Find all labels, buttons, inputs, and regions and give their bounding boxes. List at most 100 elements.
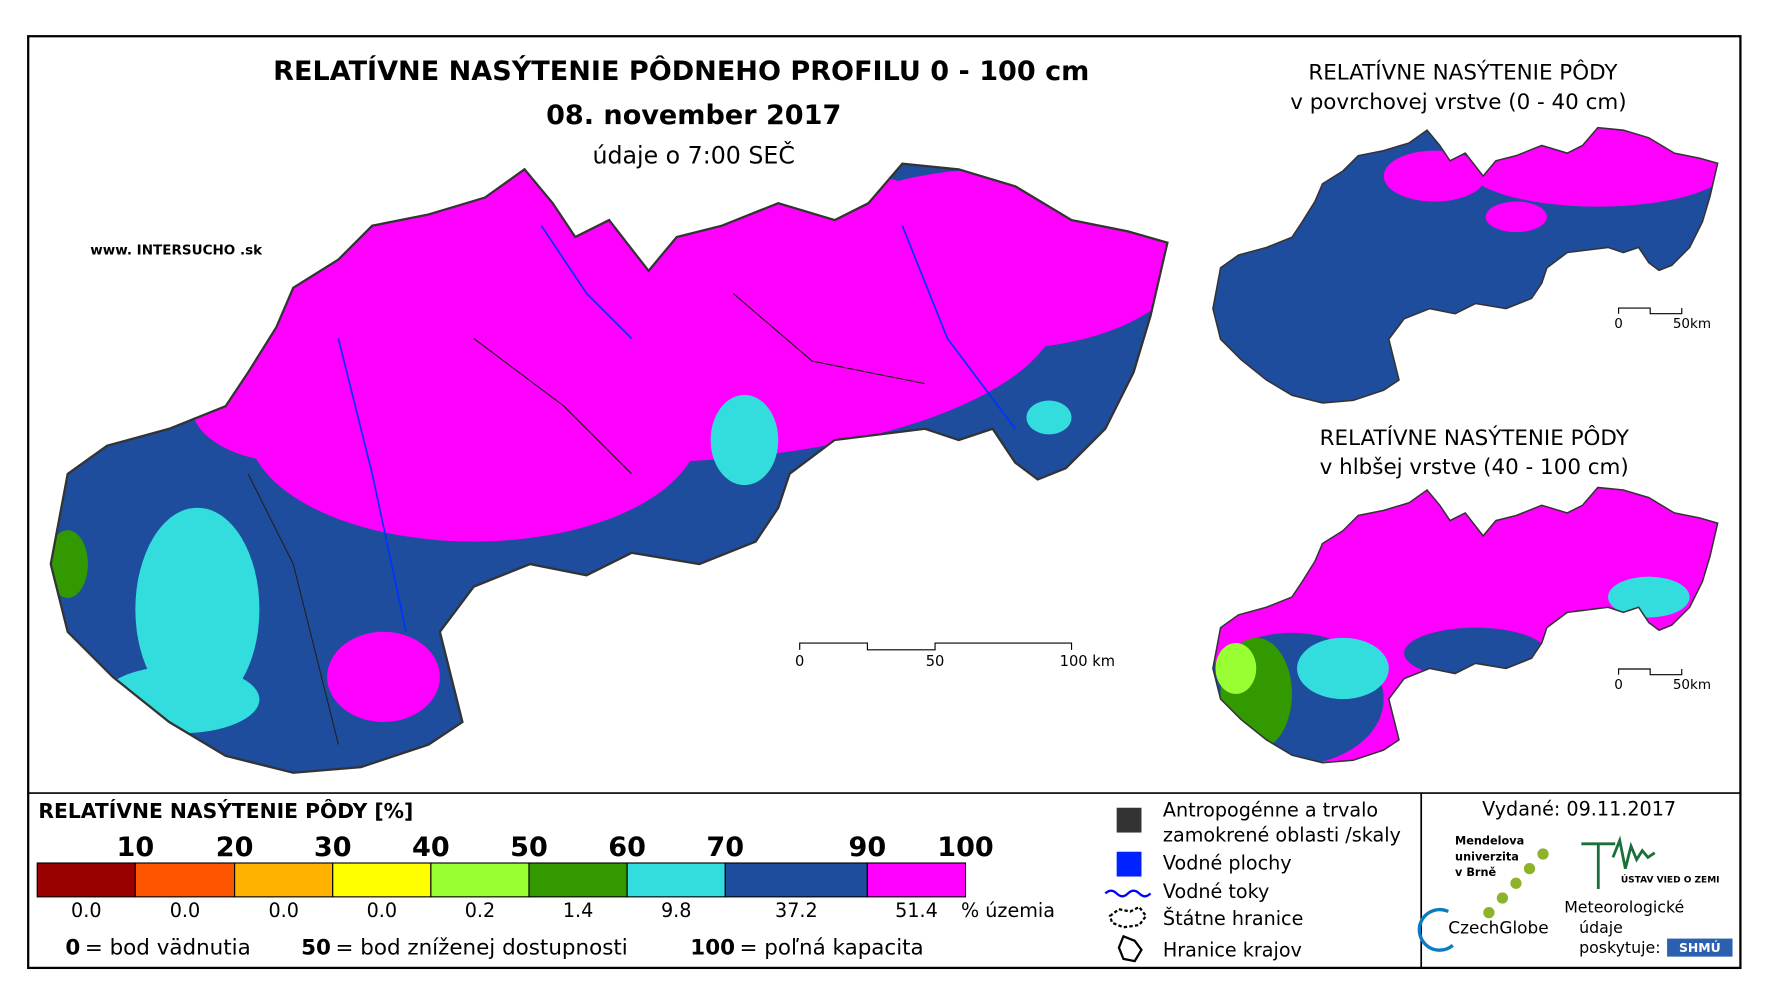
logo-dots-part [1483,906,1495,919]
logo-arc [1417,907,1454,952]
logo-text: CzechGlobe [1448,917,1548,937]
legend-share: 0.0 [71,899,101,922]
main-map-part-part [1026,400,1072,435]
inset-map-part-part [1383,150,1486,202]
inset-map-part-part [1485,201,1547,233]
note-text: = bod zníženej dostupnosti [335,936,627,961]
legend-share: 0.2 [465,899,495,922]
symbol-label: Hranice krajov [1163,938,1302,961]
legend-swatch [134,862,236,898]
logo-text: SHMÚ [1679,940,1721,955]
legend-share: 9.8 [661,899,691,922]
note-text: = bod vädnutia [85,936,251,961]
symbol-icons-part [1104,889,1152,898]
legend-threshold: 90 [849,832,887,863]
legend-swatch [430,862,530,898]
legend-note: 0 = bod vädnutia [65,936,250,961]
logo-text: Meteorologické [1564,898,1684,917]
legend-title: RELATÍVNE NASÝTENIE PÔDY [%] [38,798,413,823]
scale-label: 50km [1673,316,1711,332]
logo-text: Mendelova [1455,835,1524,848]
legend-swatch [332,862,432,898]
symbol-icons-part [1116,851,1142,877]
note-number: 100 [690,936,735,961]
title: RELATÍVNE NASÝTENIE PÔDNEHO PROFILU 0 - … [273,55,1089,87]
inset-map-part-part [1297,637,1389,700]
legend-threshold: 20 [216,832,254,863]
inset-scale-bar [1618,307,1683,676]
scale-label: 0 [1614,316,1623,332]
legend-threshold: 40 [412,832,450,863]
main-scale-bar-part [799,642,1073,651]
main-map-part [247,292,926,745]
scale-label: 0 [1614,677,1623,693]
issued-date: Vydané: 09.11.2017 [1482,797,1676,820]
legend-share: 37.2 [775,899,818,922]
main-map [49,162,1169,774]
legend-share: 51.4 [895,899,938,922]
inset-title: RELATÍVNE NASÝTENIE PÔDY [1320,425,1630,451]
logo-text: v Brně [1455,866,1496,879]
legend-threshold: 100 [937,832,994,863]
legend-threshold: 50 [510,832,548,863]
legend-swatch [724,862,868,898]
logo-dots [1483,848,1549,919]
legend-share: 0.0 [268,899,298,922]
logo-dots-part [1496,892,1509,904]
legend-notes: 0 = bod vädnutia 50 = bod zníženej dostupno… [65,936,923,961]
symbol-label: Štátne hranice [1163,906,1303,930]
symbol-icons-part [1117,934,1143,963]
legend-share: 0.0 [367,899,397,922]
symbol-label: Antropogénne a trvalo [1163,799,1378,822]
inset-scale-bar-part [1618,307,1683,315]
logo-box [1667,938,1733,957]
scale-label: 50 [926,653,945,670]
note-number: 50 [301,936,331,961]
website: www. INTERSUCHO .sk [90,243,263,259]
legend-threshold: 10 [117,832,155,863]
inset-subtitle: v hlbšej vrstve (40 - 100 cm) [1320,455,1629,480]
note-text: = poľná kapacita [740,936,924,961]
main-map-part-part [135,507,260,711]
inset-map-part-part [1608,576,1690,618]
main-map-part [337,225,1016,632]
logo-mark [1581,835,1656,889]
main-map-part-part [327,631,440,723]
inset-subtitle: v povrchovej vrstve (0 - 40 cm) [1290,90,1626,115]
symbol-label: Vodné toky [1163,880,1270,903]
symbol-label: Vodné plochy [1163,852,1292,875]
legend-swatch [626,862,726,898]
legend-share: 1.4 [563,899,593,922]
legend-threshold: 30 [314,832,352,863]
logo-dots-part [1537,848,1549,860]
legend-swatch [528,862,628,898]
symbol-label: zamokrené oblasti /skaly [1163,823,1401,846]
inset-scale-bar-part [1618,668,1683,676]
logo-text: univerzita [1455,850,1519,863]
legend-note: 50 = bod zníženej dostupnosti [301,936,628,961]
main-map-part [50,163,1168,773]
share-unit: % územia [961,899,1055,922]
symbol-icons [1104,807,1152,963]
logo-dots-part [1510,877,1522,889]
legend-swatch [866,862,967,898]
legend-threshold: 70 [706,832,744,863]
legend-threshold: 60 [608,832,646,863]
inset-map-part-part [1215,642,1257,694]
inset-title: RELATÍVNE NASÝTENIE PÔDY [1308,59,1618,85]
legend-note: 100 = poľná kapacita [690,936,923,961]
note-number: 0 [65,936,80,961]
scale-label: 0 [795,653,804,670]
time-note: údaje o 7:00 SEČ [592,141,794,169]
logo-text: poskytuje: [1579,938,1660,957]
date: 08. november 2017 [546,100,841,131]
main-scale-bar [799,642,1073,651]
logo-text: ÚSTAV VIED O ZEMI [1621,873,1720,885]
legend-swatch [234,862,334,898]
scale-label: 50km [1673,677,1711,693]
scale-label: 100 km [1060,653,1115,670]
main-map-part-part [710,394,779,486]
symbol-icons-part [1108,905,1148,929]
